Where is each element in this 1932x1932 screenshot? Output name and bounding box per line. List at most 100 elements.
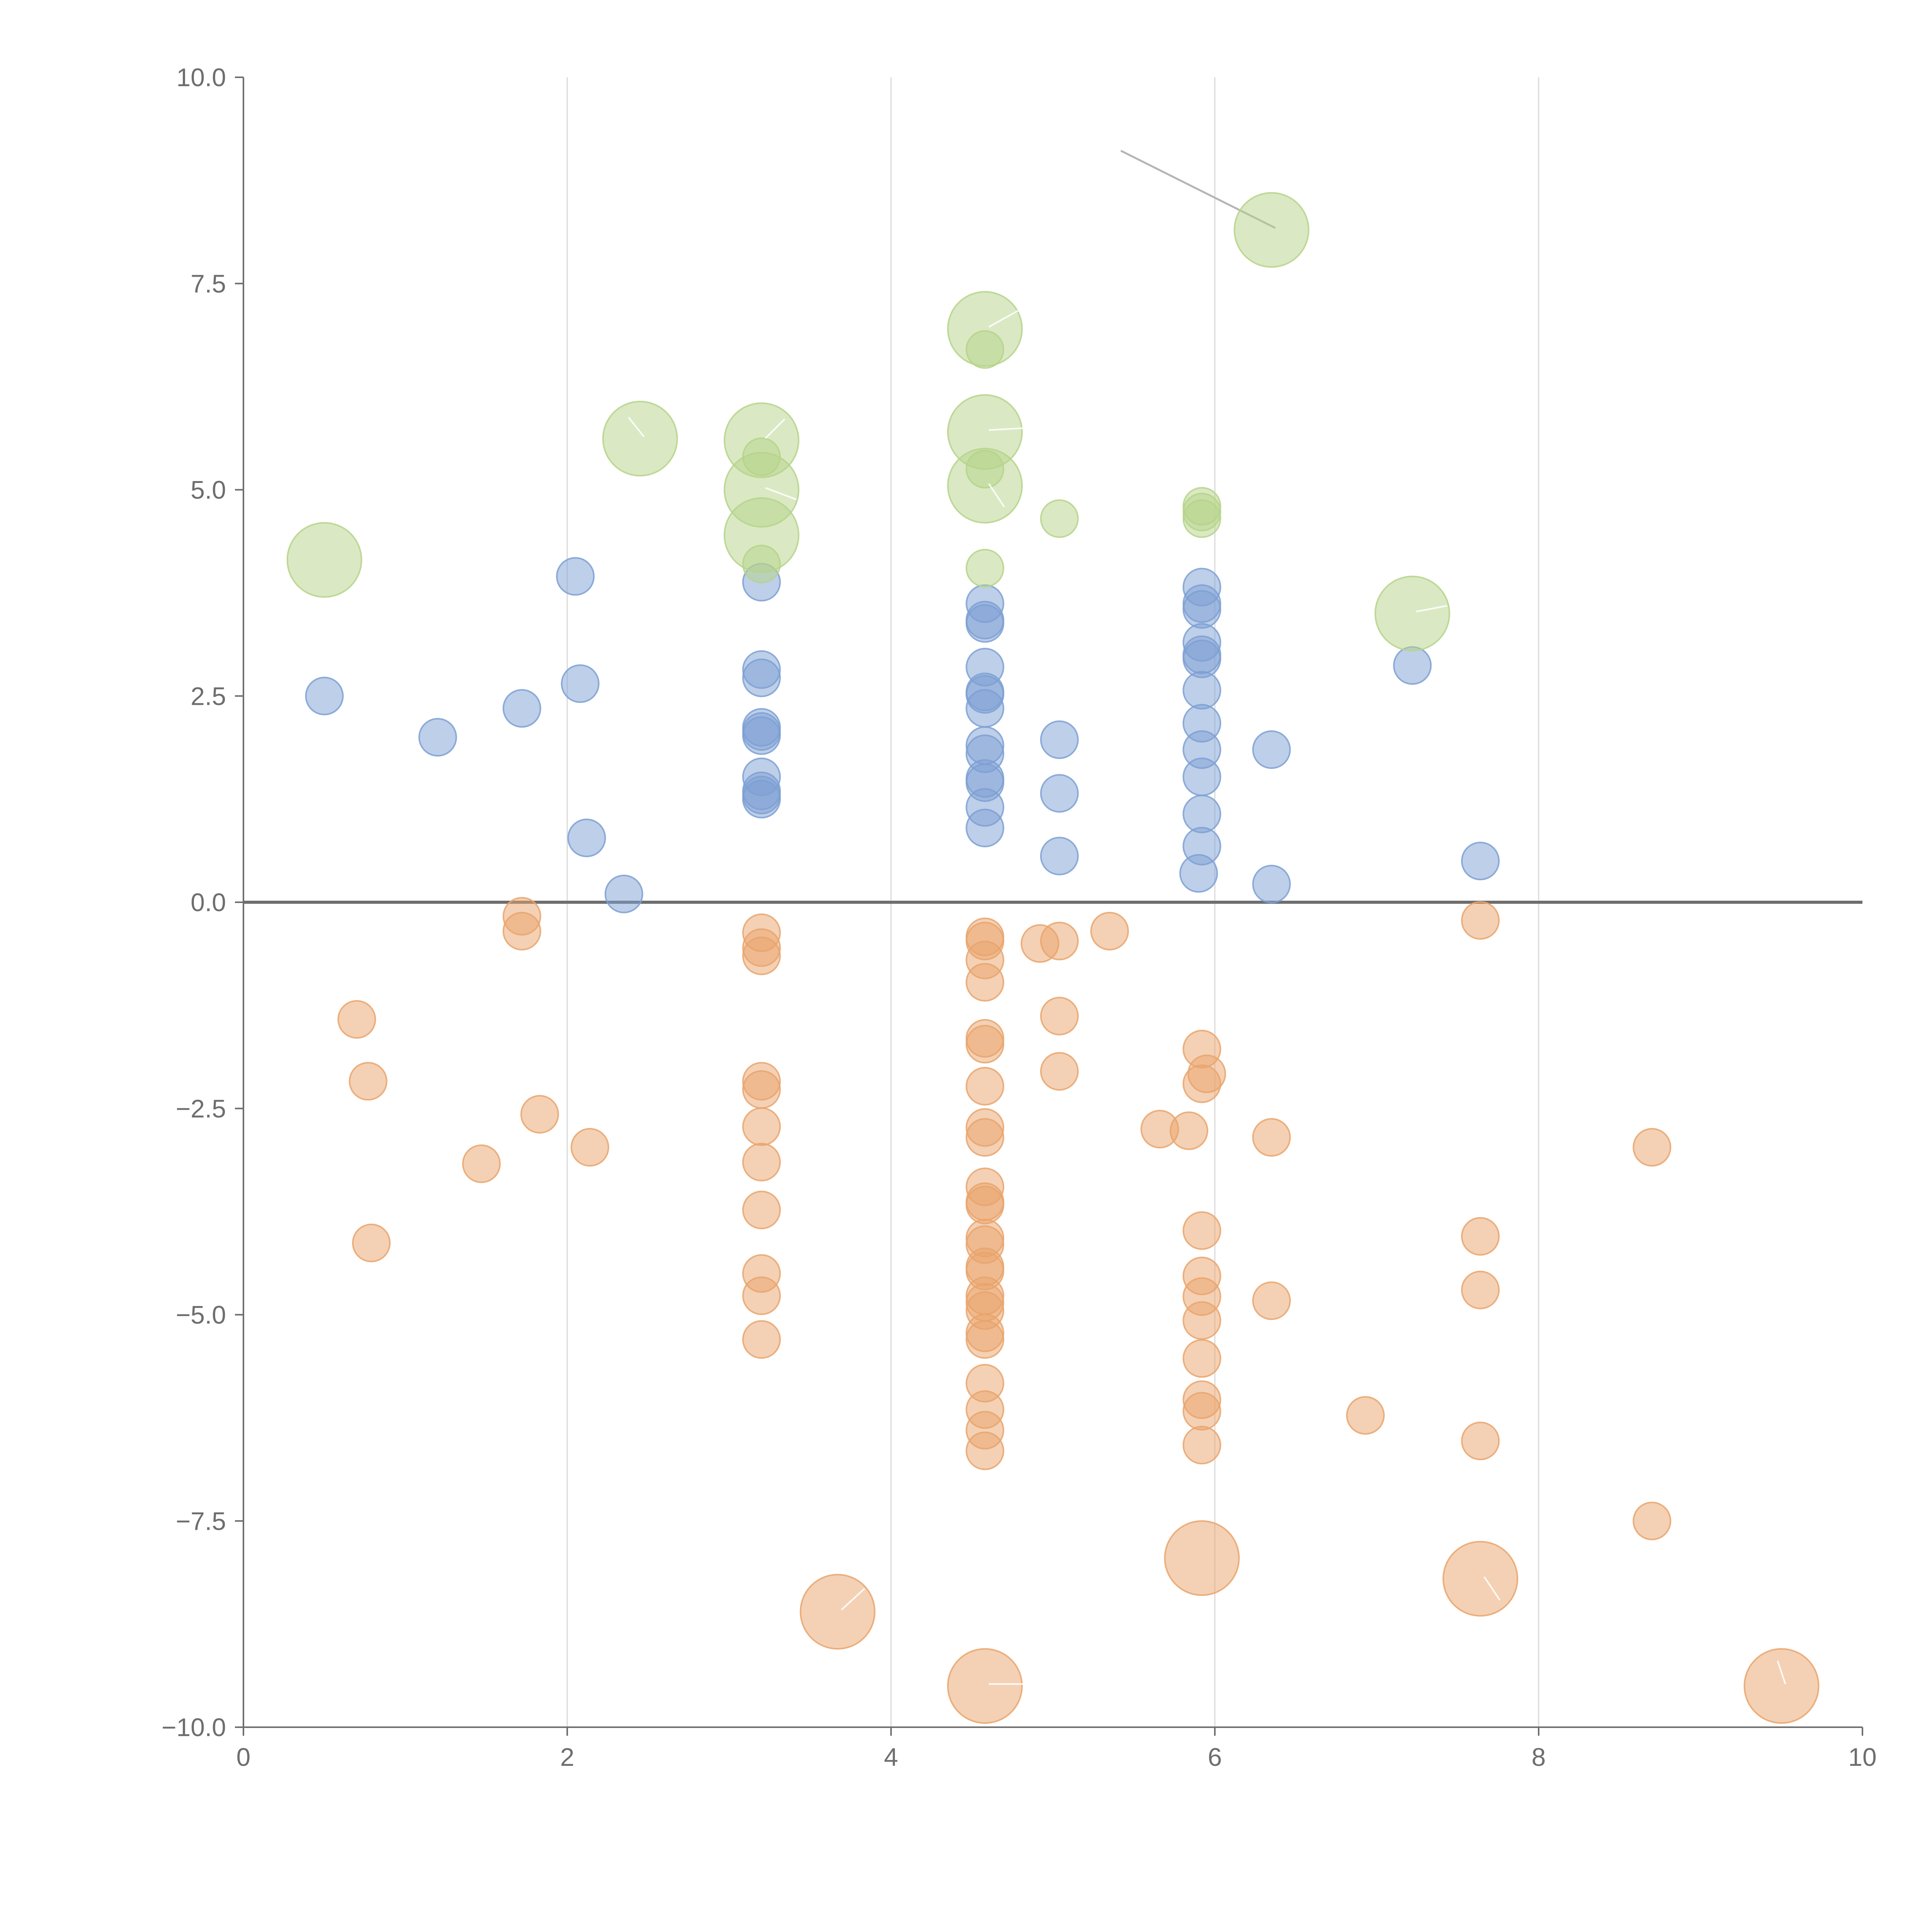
- negative-point: [1040, 922, 1079, 961]
- negative-point: [1169, 1111, 1208, 1150]
- positive-point: [1461, 842, 1500, 881]
- axes: 0 2 4 6 8 10 −10.0 −7.5 −5.0 −2.5 0.0 2.5 5.0 7.5 10.0: [162, 63, 1877, 1771]
- negative-point: [1182, 1064, 1221, 1103]
- negative-point: [1633, 1502, 1672, 1541]
- positive-point: [742, 658, 781, 697]
- negative-point: [1633, 1128, 1672, 1167]
- negative-point: [742, 1190, 781, 1230]
- negative-point: [1090, 912, 1129, 951]
- positive-point: [1179, 854, 1218, 893]
- negative-point: [1461, 1270, 1500, 1310]
- negative-point: [1252, 1118, 1291, 1157]
- negative-point: [1182, 1425, 1221, 1464]
- negative-point: [966, 1185, 1005, 1225]
- highlight-large-point: [947, 291, 1023, 367]
- positive-point: [604, 874, 643, 913]
- negative-point: [1346, 1396, 1385, 1435]
- x-tick-label: 8: [1532, 1743, 1546, 1771]
- positive-point: [1040, 837, 1079, 876]
- y-tick-label: 2.5: [190, 682, 226, 710]
- y-tick-label: −10.0: [162, 1713, 226, 1742]
- positive-point: [1040, 774, 1079, 813]
- negative-point: [966, 963, 1005, 1002]
- negative-point: [742, 1143, 781, 1182]
- positive-point: [1252, 730, 1291, 769]
- negative-point: [349, 1062, 388, 1101]
- positive-point: [305, 677, 344, 716]
- negative-point: [742, 1107, 781, 1146]
- negative-large-point: [1743, 1648, 1820, 1724]
- negative-point: [742, 1320, 781, 1359]
- negative-large-point: [799, 1574, 876, 1650]
- positive-point: [1182, 590, 1221, 629]
- y-tick-label: 10.0: [177, 63, 226, 92]
- leader-line: [765, 418, 786, 439]
- negative-point: [966, 1431, 1005, 1470]
- negative-point: [570, 1128, 609, 1167]
- y-tick-label: 0.0: [190, 888, 226, 917]
- highlight-point: [966, 549, 1005, 588]
- negative-point: [1252, 1281, 1291, 1320]
- negative-point: [520, 1095, 559, 1134]
- negative-point: [352, 1223, 391, 1262]
- positive-point: [561, 664, 600, 703]
- negative-point: [1040, 997, 1079, 1036]
- x-tick-label: 2: [560, 1743, 575, 1771]
- y-tick-label: −2.5: [176, 1094, 226, 1123]
- x-tick-label: 10: [1848, 1743, 1876, 1771]
- negative-point: [1182, 1301, 1221, 1340]
- negative-point: [1461, 1217, 1500, 1256]
- x-tick-label: 4: [884, 1743, 898, 1771]
- negative-point: [1461, 901, 1500, 940]
- positive-point: [1040, 720, 1079, 759]
- y-tick-label: −7.5: [176, 1507, 226, 1535]
- positive-point: [1182, 671, 1221, 710]
- negative-point: [742, 936, 781, 975]
- positive-point: [742, 780, 781, 819]
- highlight-large-point: [723, 497, 799, 573]
- negative-point: [1182, 1392, 1221, 1431]
- leader-line: [988, 427, 1024, 431]
- negative-large-point: [1164, 1520, 1240, 1596]
- leader-line: [765, 487, 797, 500]
- positive-point: [502, 689, 541, 728]
- highlight-large-point: [1233, 192, 1310, 268]
- positive-point: [1252, 865, 1291, 904]
- leader-line: [1777, 1660, 1786, 1684]
- negative-point: [1461, 1422, 1500, 1461]
- positive-point: [1182, 757, 1221, 796]
- positive-point: [567, 818, 606, 857]
- y-tick-label: −5.0: [176, 1301, 226, 1329]
- leader-line: [1416, 605, 1447, 612]
- highlight-large-point: [286, 522, 362, 598]
- highlight-large-point: [947, 447, 1023, 524]
- negative-point: [966, 1118, 1005, 1157]
- leader-line: [841, 1588, 866, 1611]
- highlight-point: [1040, 499, 1079, 538]
- negative-point: [966, 1067, 1005, 1106]
- leader-line: [628, 417, 645, 437]
- highlight-large-point: [602, 401, 678, 477]
- positive-point: [742, 716, 781, 755]
- x-tick-label: 6: [1208, 1743, 1222, 1771]
- positive-point: [966, 689, 1005, 728]
- data-points: [305, 330, 1672, 1541]
- highlight-large-point: [1374, 575, 1451, 651]
- negative-point: [1040, 1052, 1079, 1091]
- leader-line: [988, 483, 1005, 507]
- negative-point: [1182, 1339, 1221, 1378]
- negative-point: [337, 1000, 376, 1039]
- highlight-point: [1182, 499, 1221, 538]
- positive-point: [966, 604, 1005, 643]
- positive-point: [556, 557, 595, 596]
- negative-point: [966, 1320, 1005, 1359]
- leader-line: [1483, 1576, 1500, 1600]
- negative-point: [502, 912, 541, 951]
- negative-point: [966, 1025, 1005, 1064]
- negative-point: [742, 1276, 781, 1315]
- negative-point: [1182, 1211, 1221, 1250]
- negative-large-point: [1442, 1541, 1519, 1617]
- large-data-points: [286, 192, 1820, 1724]
- positive-point: [966, 808, 1005, 847]
